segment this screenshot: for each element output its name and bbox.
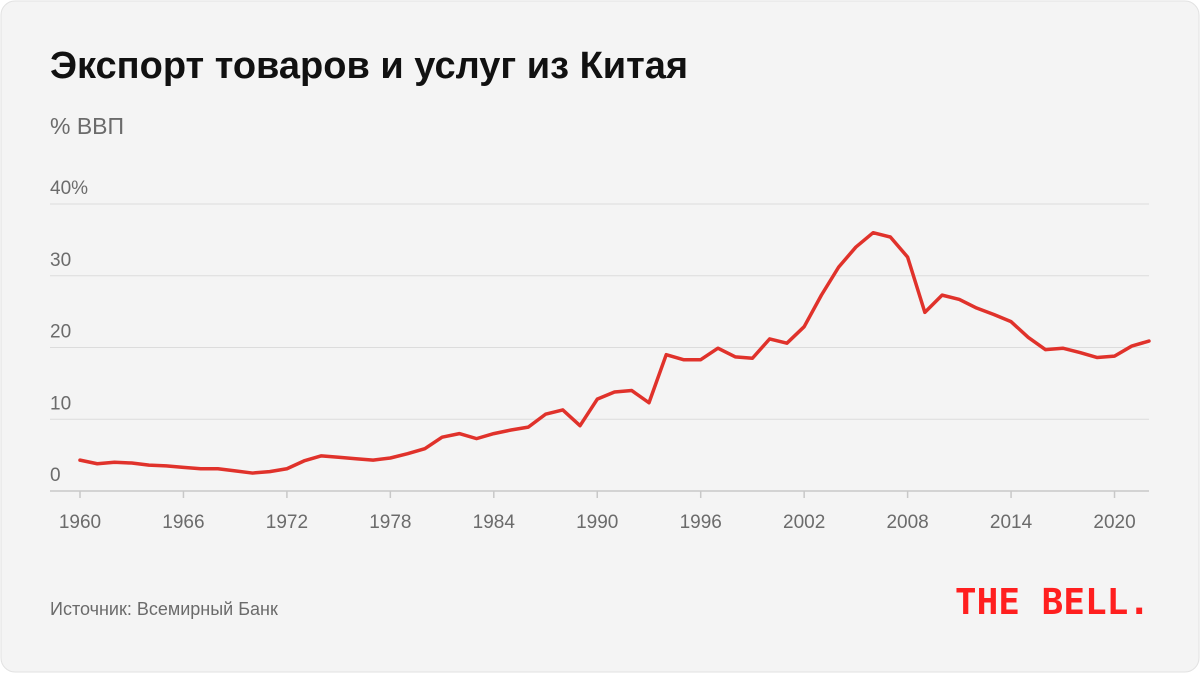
logo: THE BELL. xyxy=(955,582,1150,623)
chart-title: Экспорт товаров и услуг из Китая xyxy=(50,45,688,87)
subtitle: % ВВП xyxy=(50,113,124,139)
x-tick-label: 2002 xyxy=(783,512,825,533)
y-tick-label: 40% xyxy=(50,178,88,199)
x-tick-label: 1978 xyxy=(369,512,411,533)
source: Источник: Всемирный Банк xyxy=(50,599,278,619)
y-tick-label: 20 xyxy=(50,322,71,343)
x-tick-label: 1960 xyxy=(59,512,101,533)
x-tick-label: 1996 xyxy=(680,512,722,533)
x-tick-label: 1990 xyxy=(576,512,618,533)
x-tick-label: 1972 xyxy=(266,512,308,533)
x-tick-label: 1984 xyxy=(473,512,516,533)
x-tick-label: 2014 xyxy=(990,512,1033,533)
data-line xyxy=(78,230,1151,475)
x-tick-label: 2020 xyxy=(1093,512,1135,533)
y-tick-label: 30 xyxy=(50,250,71,271)
y-tick-label: 0 xyxy=(50,465,61,486)
y-tick-label: 10 xyxy=(50,393,71,414)
x-tick-label: 1966 xyxy=(162,512,204,533)
x-tick-label: 2008 xyxy=(886,512,928,533)
